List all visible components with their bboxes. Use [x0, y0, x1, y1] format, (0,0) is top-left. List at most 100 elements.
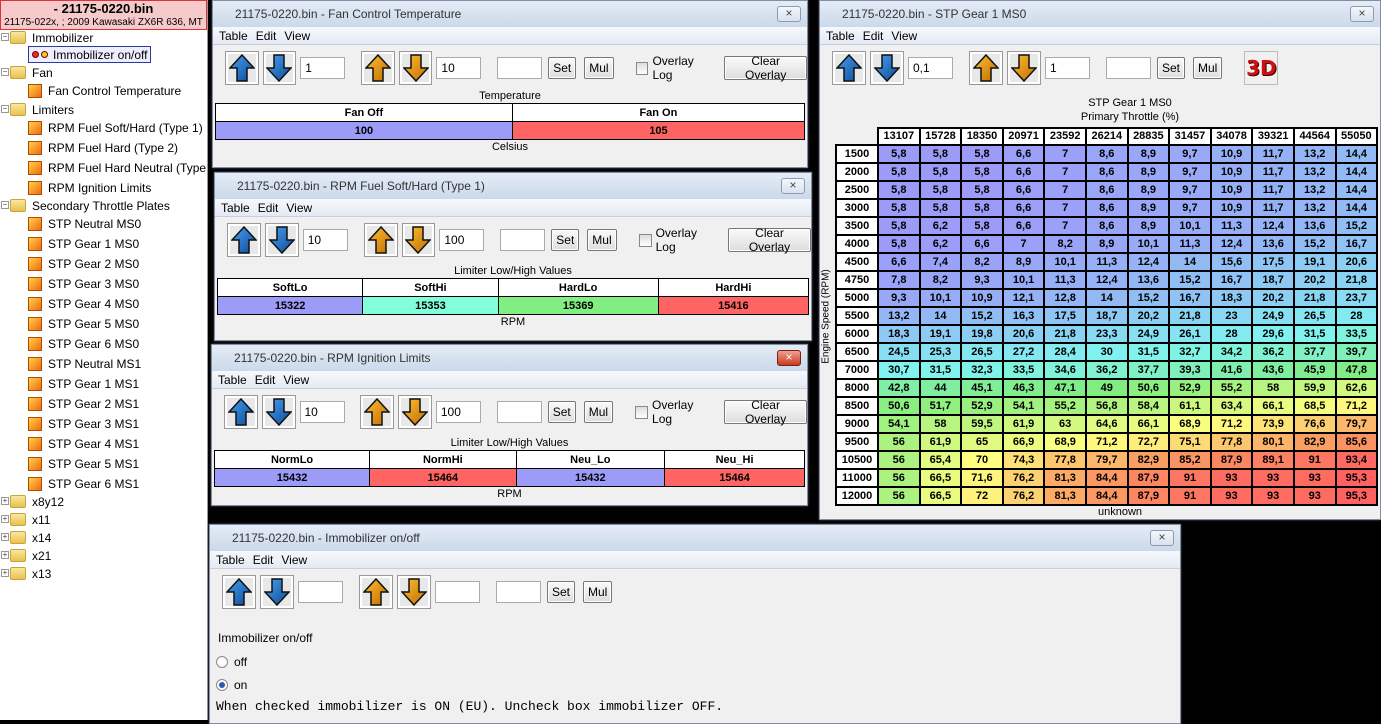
table-cell[interactable]: 59,5: [960, 414, 1004, 434]
table-cell[interactable]: 19,1: [1292, 252, 1337, 272]
table-cell[interactable]: 24,5: [877, 342, 921, 362]
table-cell[interactable]: 11,7: [1251, 144, 1295, 164]
table-cell[interactable]: 65: [960, 432, 1004, 452]
tree-item[interactable]: Immobilizer on/off: [28, 46, 152, 63]
table-cell[interactable]: 61,9: [918, 432, 963, 452]
table-cell[interactable]: 54,1: [877, 414, 921, 434]
increment-coarse-button[interactable]: [361, 51, 395, 85]
radio-button[interactable]: [216, 656, 228, 668]
table-cell[interactable]: 16,7: [1168, 288, 1212, 308]
table-cell[interactable]: 56: [877, 468, 921, 488]
table-cell[interactable]: 8,9: [1126, 216, 1171, 236]
table-cell[interactable]: 28: [1209, 324, 1254, 344]
table-cell[interactable]: 66,5: [918, 486, 963, 506]
table-cell[interactable]: 33,5: [1334, 324, 1379, 344]
decrement-coarse-button[interactable]: [397, 575, 431, 609]
close-button[interactable]: ×: [781, 178, 805, 194]
tree-item[interactable]: STP Gear 2 MS0: [28, 255, 139, 272]
table-cell[interactable]: 93: [1209, 468, 1254, 488]
table-cell[interactable]: 93,4: [1334, 450, 1379, 470]
table-cell[interactable]: 20,2: [1126, 306, 1171, 326]
increment-fine-button[interactable]: [227, 223, 261, 257]
table-cell[interactable]: 6,6: [960, 234, 1004, 254]
table-cell[interactable]: 10,9: [1209, 162, 1254, 182]
table-cell[interactable]: 14: [918, 306, 963, 326]
table-cell[interactable]: 5,8: [877, 144, 921, 164]
table-cell[interactable]: 17,5: [1043, 306, 1087, 326]
table-cell[interactable]: 80,1: [1251, 432, 1295, 452]
table-cell[interactable]: 51,7: [918, 396, 963, 416]
table-cell[interactable]: 6,6: [1001, 144, 1046, 164]
tree-item[interactable]: RPM Ignition Limits: [28, 179, 151, 196]
increment-fine-button[interactable]: [224, 395, 258, 429]
table-cell[interactable]: 5,8: [918, 144, 963, 164]
menu-edit[interactable]: Edit: [257, 200, 279, 215]
table-cell[interactable]: 15,6: [1209, 252, 1254, 272]
table-cell[interactable]: 7,8: [877, 270, 921, 290]
decrement-coarse-button[interactable]: [398, 395, 432, 429]
menu-table[interactable]: Table: [219, 28, 248, 43]
table-cell[interactable]: 95,3: [1334, 486, 1379, 506]
table-cell[interactable]: 6,6: [877, 252, 921, 272]
menu-view[interactable]: View: [891, 28, 918, 43]
tree-item[interactable]: STP Neutral MS0: [28, 215, 141, 232]
table-cell[interactable]: 32,3: [960, 360, 1004, 380]
table-cell[interactable]: 55,2: [1209, 378, 1254, 398]
table-cell[interactable]: 24,9: [1251, 306, 1295, 326]
table-cell[interactable]: 26,1: [1168, 324, 1212, 344]
table-cell[interactable]: 18,3: [877, 324, 921, 344]
table-cell[interactable]: 8,6: [1084, 162, 1129, 182]
table-cell[interactable]: 65,4: [918, 450, 963, 470]
clear-overlay-button[interactable]: Clear Overlay: [724, 398, 807, 426]
expand-toggle-icon[interactable]: +: [1, 550, 9, 559]
expand-toggle-icon[interactable]: −: [1, 32, 9, 41]
table-cell[interactable]: 20,2: [1292, 270, 1337, 290]
tree-item[interactable]: STP Gear 5 MS1: [28, 455, 139, 472]
table-cell[interactable]: 10,1: [1126, 234, 1171, 254]
table-cell[interactable]: 91: [1168, 468, 1212, 488]
expand-toggle-icon[interactable]: −: [1, 67, 9, 76]
table-cell[interactable]: 27,2: [1001, 342, 1046, 362]
table-cell[interactable]: 20,2: [1251, 288, 1295, 308]
radio-on[interactable]: on: [216, 678, 247, 692]
table-cell[interactable]: 34,6: [1043, 360, 1087, 380]
table-cell[interactable]: 72,7: [1126, 432, 1171, 452]
table-cell[interactable]: 8,6: [1084, 180, 1129, 200]
table-cell[interactable]: 15,2: [1168, 270, 1212, 290]
table-cell[interactable]: 12,4: [1251, 216, 1295, 236]
table-cell[interactable]: 23,3: [1084, 324, 1129, 344]
table-cell[interactable]: 23: [1209, 306, 1254, 326]
table-cell[interactable]: 6,2: [918, 216, 963, 236]
table-cell[interactable]: 12,1: [1001, 288, 1046, 308]
table-cell[interactable]: 28: [1334, 306, 1379, 326]
overlay-log-checkbox[interactable]: [635, 61, 649, 75]
table-cell[interactable]: 47,1: [1043, 378, 1087, 398]
tree-item[interactable]: STP Gear 1 MS1: [28, 375, 139, 392]
table-cell[interactable]: 68,9: [1043, 432, 1087, 452]
table-cell[interactable]: 93: [1251, 468, 1295, 488]
table-cell[interactable]: 15353: [362, 296, 499, 315]
table-cell[interactable]: 13,6: [1292, 216, 1337, 236]
table-cell[interactable]: 41,6: [1209, 360, 1254, 380]
table-cell[interactable]: 81,3: [1043, 468, 1087, 488]
table-cell[interactable]: 93: [1292, 486, 1337, 506]
tree-item[interactable]: STP Gear 5 MS0: [28, 315, 139, 332]
table-cell[interactable]: 93: [1209, 486, 1254, 506]
table-cell[interactable]: 17,5: [1251, 252, 1295, 272]
table-cell[interactable]: 12,8: [1043, 288, 1087, 308]
table-cell[interactable]: 5,8: [877, 234, 921, 254]
menu-table[interactable]: Table: [218, 372, 247, 387]
table-cell[interactable]: 8,6: [1084, 216, 1129, 236]
table-cell[interactable]: 6,6: [1001, 216, 1046, 236]
tree-item[interactable]: + x8y12: [1, 493, 64, 510]
table-cell[interactable]: 52,9: [1168, 378, 1212, 398]
table-cell[interactable]: 49: [1084, 378, 1129, 398]
tree-item[interactable]: − Secondary Throttle Plates: [1, 197, 170, 214]
expand-toggle-icon[interactable]: +: [1, 568, 9, 577]
table-cell[interactable]: 32,7: [1168, 342, 1212, 362]
expand-toggle-icon[interactable]: +: [1, 514, 9, 523]
table-cell[interactable]: 24,9: [1126, 324, 1171, 344]
table-cell[interactable]: 15369: [497, 296, 659, 315]
decrement-fine-button[interactable]: [260, 575, 294, 609]
table-cell[interactable]: 19,1: [918, 324, 963, 344]
